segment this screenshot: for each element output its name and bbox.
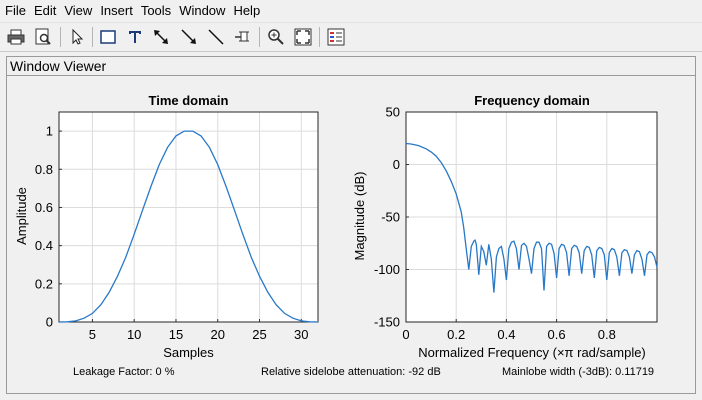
x-tick-label: 0.6 (548, 327, 566, 342)
frequency-domain-ylabel: Magnitude (dB) (352, 172, 367, 261)
time-domain-title: Time domain (149, 93, 229, 108)
plot-area[interactable] (59, 112, 318, 322)
menu-insert[interactable]: Insert (100, 3, 133, 18)
frequency-domain-title: Frequency domain (474, 93, 590, 108)
y-tick-label: 0 (46, 315, 53, 330)
frequency-domain-xlabel: Normalized Frequency (×π rad/sample) (418, 345, 646, 360)
series-line (58, 130, 319, 323)
menu-window[interactable]: Window (179, 3, 226, 18)
menu-file[interactable]: File (5, 3, 26, 18)
y-tick-label: 0.6 (35, 200, 53, 215)
x-tick-label: 20 (211, 327, 225, 342)
fit-to-view-button[interactable] (292, 26, 314, 48)
x-tick-label: 0 (402, 327, 409, 342)
y-tick-label: 50 (386, 105, 400, 120)
y-tick-label: -150 (374, 315, 400, 330)
mainlobe-width-label: Mainlobe width (-3dB): 0.11719 (502, 366, 655, 378)
toolbar (0, 22, 702, 52)
menu-tools[interactable]: Tools (140, 3, 172, 18)
plot-border (58, 111, 319, 323)
y-tick-label: 0.4 (35, 238, 53, 253)
y-tick-label: 1 (46, 124, 53, 139)
y-tick-label: 0.2 (35, 276, 53, 291)
time-domain-xlabel: Samples (163, 345, 214, 360)
zoom-in-button[interactable] (265, 26, 287, 48)
plot-border (405, 111, 658, 323)
x-tick-label: 0.4 (497, 327, 515, 342)
rectangle-icon (100, 30, 116, 44)
print-preview-button[interactable] (32, 26, 54, 48)
x-tick-label: 5 (89, 327, 96, 342)
menu-help[interactable]: Help (233, 3, 261, 18)
sidelobe-attenuation-label: Relative sidelobe attenuation: -92 dB (261, 366, 441, 378)
leakage-factor-label: Leakage Factor: 0 % (73, 366, 175, 378)
toolbar-separator (319, 27, 320, 47)
menu-bar: File Edit View Insert Tools Window Help (0, 0, 702, 22)
insert-line-button[interactable] (205, 26, 227, 48)
y-tick-label: 0 (393, 157, 400, 172)
frequency-domain-plot: Frequency domain Normalized Frequency (×… (352, 93, 658, 360)
time-domain-plot: Time domain Samples Amplitude 5 10 15 20 25 3… (14, 93, 319, 360)
text-insert-icon (129, 31, 141, 43)
select-arrow-icon (72, 28, 84, 45)
x-tick-label: 0.2 (447, 327, 465, 342)
y-tick-label: -100 (374, 262, 400, 277)
insert-double-arrow-button[interactable] (150, 26, 172, 48)
legend-button[interactable] (325, 26, 347, 48)
x-tick-label: 10 (127, 327, 141, 342)
print-icon (7, 29, 25, 45)
line-icon (208, 29, 224, 45)
panel-title: Window Viewer (10, 58, 107, 74)
fit-to-view-icon (294, 28, 312, 46)
insert-text-button[interactable] (124, 26, 146, 48)
zoom-in-icon (268, 29, 284, 45)
x-tick-label: 15 (169, 327, 183, 342)
select-button[interactable] (66, 26, 88, 48)
legend-icon (327, 28, 345, 46)
insert-rectangle-button[interactable] (97, 26, 119, 48)
print-button[interactable] (5, 26, 27, 48)
y-tick-label: 0.8 (35, 162, 53, 177)
toolbar-separator (259, 27, 260, 47)
x-tick-label: 25 (252, 327, 266, 342)
y-tick-label: -50 (381, 210, 400, 225)
pin-button[interactable] (232, 26, 254, 48)
arrow-icon (181, 29, 196, 44)
time-domain-ylabel: Amplitude (14, 187, 29, 245)
toolbar-separator (60, 27, 61, 47)
x-tick-label: 30 (294, 327, 308, 342)
toolbar-separator (92, 27, 93, 47)
insert-arrow-button[interactable] (178, 26, 200, 48)
print-preview-icon (35, 28, 51, 45)
pin-icon (235, 31, 249, 42)
panel-divider (7, 75, 695, 76)
menu-view[interactable]: View (64, 3, 93, 18)
menu-edit[interactable]: Edit (33, 3, 57, 18)
series-line (405, 142, 658, 293)
double-arrow-icon (154, 30, 168, 44)
x-tick-label: 0.8 (598, 327, 616, 342)
